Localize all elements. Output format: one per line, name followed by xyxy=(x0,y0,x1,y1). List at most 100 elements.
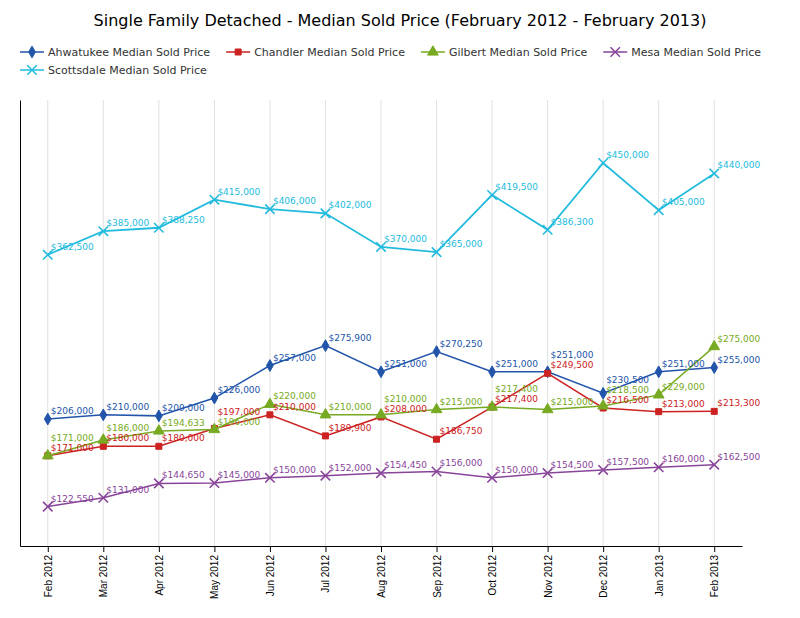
series xyxy=(42,340,719,458)
x-tick-label: Feb 2012 xyxy=(43,555,54,598)
x-tick-label: Jul 2012 xyxy=(320,555,331,593)
point xyxy=(434,436,440,442)
legend-label: Scottsdale Median Sold Price xyxy=(48,64,207,77)
x-tick: Dec 2012 xyxy=(598,546,609,598)
legend-marker xyxy=(235,49,241,55)
data-label: $213,300 xyxy=(717,398,760,408)
data-label: $157,500 xyxy=(606,457,649,467)
chart: Single Family Detached - Median Sold Pri… xyxy=(0,0,800,618)
point xyxy=(156,443,162,449)
x-tick-label: Jun 2012 xyxy=(265,555,276,597)
grid-line xyxy=(158,100,159,546)
data-label: $160,000 xyxy=(662,454,705,464)
data-label: $270,250 xyxy=(440,339,483,349)
data-label: $144,650 xyxy=(162,470,205,480)
data-label: $210,000 xyxy=(384,394,427,404)
data-label: $208,000 xyxy=(384,404,427,414)
x-tick: Sep 2012 xyxy=(432,546,443,598)
data-label: $209,000 xyxy=(162,403,205,413)
data-label: $180,000 xyxy=(162,433,205,443)
series-line xyxy=(48,373,714,455)
data-label: $122,550 xyxy=(51,494,94,504)
x-tick: Mar 2012 xyxy=(98,546,109,597)
x-tick: Jun 2012 xyxy=(265,546,276,596)
data-label: $450,000 xyxy=(606,150,649,160)
data-label: $220,000 xyxy=(273,391,316,401)
grid-line xyxy=(103,100,104,546)
x-tick: Aug 2012 xyxy=(376,546,387,598)
x-tick: Nov 2012 xyxy=(543,546,554,598)
series xyxy=(43,158,719,259)
x-tick-mark xyxy=(48,546,49,552)
data-label: $251,000 xyxy=(495,359,538,369)
legend: Ahwatukee Median Sold Price Chandler Medi… xyxy=(20,46,761,77)
x-tick-label: Oct 2012 xyxy=(487,555,498,596)
marks xyxy=(42,158,719,511)
legend-item: Ahwatukee Median Sold Price xyxy=(20,46,210,59)
series-line xyxy=(48,347,714,456)
data-label: $189,900 xyxy=(328,423,371,433)
data-label: $210,000 xyxy=(328,402,371,412)
data-label: $215,000 xyxy=(551,397,594,407)
data-label: $230,500 xyxy=(606,375,649,385)
grid-line xyxy=(658,100,659,546)
x-tick: Jul 2012 xyxy=(320,546,331,593)
data-label: $419,500 xyxy=(495,182,538,192)
data-label: $171,000 xyxy=(51,443,94,453)
point xyxy=(545,370,551,376)
legend-label: Ahwatukee Median Sold Price xyxy=(48,46,210,59)
y-axis-line xyxy=(20,101,21,547)
data-label: $217,400 xyxy=(495,394,538,404)
point xyxy=(100,443,106,449)
data-label: $440,000 xyxy=(717,160,760,170)
x-tick-label: Dec 2012 xyxy=(598,555,609,598)
data-label: $218,500 xyxy=(606,385,649,395)
data-label: $362,500 xyxy=(51,242,94,252)
point xyxy=(711,408,717,414)
plot: Feb 2012 Mar 2012 Apr 2012 May 2012 Jun 2012… xyxy=(21,100,761,599)
data-label: $249,500 xyxy=(551,360,594,370)
legend-label: Gilbert Median Sold Price xyxy=(449,46,588,59)
x-tick-mark xyxy=(492,546,493,552)
x-tick-mark xyxy=(214,546,215,552)
y-axis xyxy=(20,101,21,547)
grid-line xyxy=(47,100,48,546)
data-label: $186,000 xyxy=(106,423,149,433)
x-tick-mark xyxy=(381,546,382,552)
grid xyxy=(48,100,714,546)
data-label: $385,000 xyxy=(106,218,149,228)
data-label: $154,450 xyxy=(384,460,427,470)
legend-marker xyxy=(610,47,619,56)
data-label: $171,000 xyxy=(51,433,94,443)
data-label: $275,000 xyxy=(717,334,760,344)
point xyxy=(322,433,328,439)
data-label: $206,000 xyxy=(51,406,94,416)
data-label: $150,000 xyxy=(273,465,316,475)
grid-line xyxy=(436,100,437,546)
data-label: $415,000 xyxy=(217,187,260,197)
x-tick-label: Mar 2012 xyxy=(98,555,109,598)
x-tick-mark xyxy=(659,546,660,552)
data-label: $402,000 xyxy=(328,200,371,210)
title: Single Family Detached - Median Sold Pri… xyxy=(94,11,707,30)
grid-line xyxy=(547,100,548,546)
data-label: $406,000 xyxy=(273,196,316,206)
grid-line xyxy=(381,100,382,546)
x-tick: Jan 2013 xyxy=(654,546,665,596)
data-label: $370,000 xyxy=(384,234,427,244)
point xyxy=(656,409,662,415)
x-tick-label: Jan 2013 xyxy=(654,555,665,597)
point xyxy=(267,412,273,418)
x-tick-label: May 2012 xyxy=(209,555,220,599)
legend-label: Chandler Median Sold Price xyxy=(254,46,405,59)
data-label: $386,300 xyxy=(551,217,594,227)
legend-label: Mesa Median Sold Price xyxy=(631,46,761,59)
data-label: $405,000 xyxy=(662,197,705,207)
x-tick: Oct 2012 xyxy=(487,546,498,596)
data-label: $229,000 xyxy=(662,382,705,392)
data-labels: $206,000$210,000$209,000$226,000$257,000… xyxy=(51,150,761,504)
data-label: $255,000 xyxy=(717,355,760,365)
grid-line xyxy=(714,100,715,546)
legend-item: Scottsdale Median Sold Price xyxy=(20,64,207,77)
x-tick: Apr 2012 xyxy=(154,546,165,596)
